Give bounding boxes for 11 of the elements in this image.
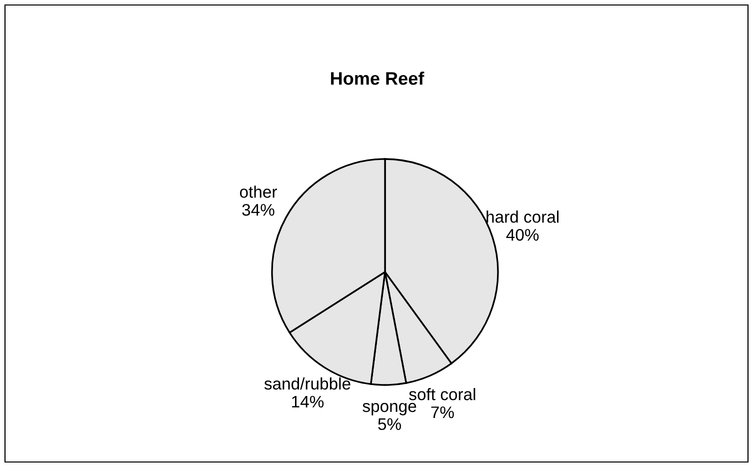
- slice-label: other: [240, 186, 277, 198]
- slice-label: hard coral: [486, 210, 559, 223]
- slice-label: sponge: [362, 402, 416, 416]
- slice-label: soft coral: [409, 388, 476, 400]
- data-label: 34%: [242, 204, 274, 216]
- data-label: 14%: [292, 396, 324, 408]
- slice-label: sand/rubble: [264, 377, 350, 390]
- chart-title: Home Reef: [331, 72, 424, 85]
- data-label: 5%: [378, 418, 401, 430]
- data-label: 40%: [506, 228, 539, 241]
- data-label: 7%: [431, 406, 454, 418]
